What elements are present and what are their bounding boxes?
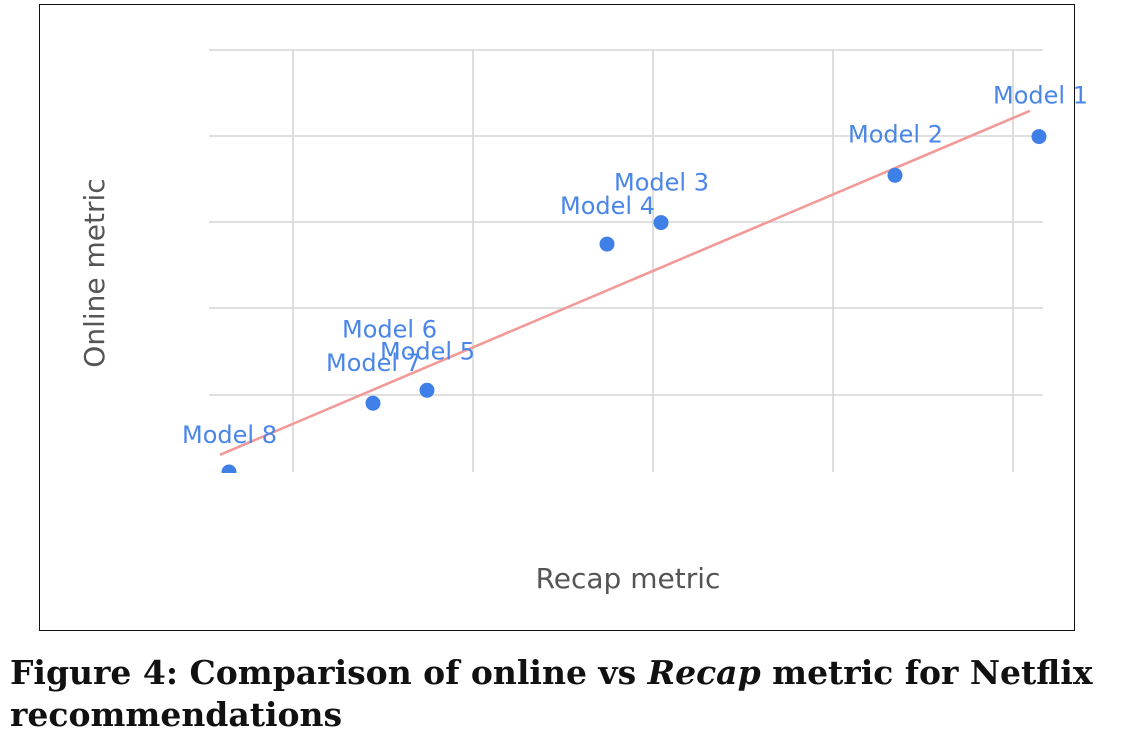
caption-prefix: Figure 4: Comparison of online vs — [10, 653, 648, 692]
point-model-3 — [653, 215, 669, 231]
label-model-4: Model 4 — [560, 192, 655, 220]
label-model-2: Model 2 — [848, 120, 943, 148]
label-model-7: Model 7 — [326, 349, 421, 377]
point-model-1 — [1031, 129, 1047, 145]
trend-line-group — [219, 109, 1031, 456]
trend-line — [219, 109, 1031, 456]
caption-suffix: metric for Netflix recommendations — [10, 653, 1093, 734]
points — [221, 129, 1047, 473]
figure-caption: Figure 4: Comparison of online vs Recap … — [10, 652, 1114, 736]
y-axis-label: Online metric — [78, 178, 111, 367]
caption-emphasis: Recap — [647, 653, 761, 692]
point-model-8 — [221, 464, 237, 473]
figure-frame — [39, 4, 1075, 631]
label-model-5: Model 5 — [380, 337, 475, 365]
label-model-8: Model 8 — [182, 421, 277, 449]
point-model-5 — [419, 382, 435, 398]
point-model-4 — [599, 236, 615, 252]
grid — [209, 49, 1043, 472]
point-model-2 — [887, 167, 903, 183]
label-model-1: Model 1 — [993, 82, 1088, 110]
point-model-7 — [365, 395, 381, 411]
label-model-6: Model 6 — [342, 315, 437, 343]
label-model-3: Model 3 — [614, 169, 709, 197]
x-axis-label: Recap metric — [536, 562, 721, 595]
